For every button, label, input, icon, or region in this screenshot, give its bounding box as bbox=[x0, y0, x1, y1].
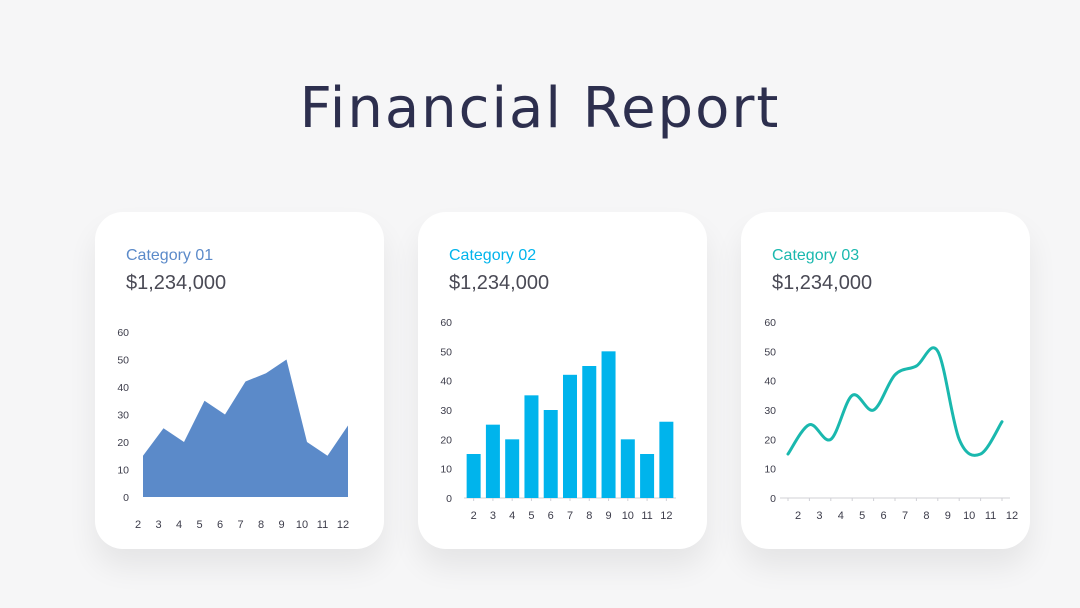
x-tick-label: 8 bbox=[923, 510, 929, 522]
x-tick-label: 6 bbox=[217, 519, 223, 531]
line-series bbox=[786, 346, 1004, 457]
y-tick-label: 10 bbox=[117, 465, 129, 477]
x-tick-label: 10 bbox=[296, 519, 308, 531]
y-tick-label: 50 bbox=[764, 346, 776, 358]
x-tick-label: 12 bbox=[337, 519, 349, 531]
x-tick-label: 6 bbox=[548, 510, 554, 522]
x-tick-label: 5 bbox=[528, 510, 534, 522]
x-tick-label: 2 bbox=[795, 510, 801, 522]
x-tick-label: 12 bbox=[1006, 510, 1018, 522]
bar bbox=[620, 439, 635, 498]
y-tick-label: 20 bbox=[117, 437, 129, 449]
x-tick-label: 9 bbox=[605, 510, 611, 522]
page-title: Financial Report bbox=[299, 76, 781, 141]
x-tick-label: 3 bbox=[490, 510, 496, 522]
x-tick-label: 7 bbox=[237, 519, 243, 531]
x-tick-label: 12 bbox=[660, 510, 672, 522]
x-tick-label: 7 bbox=[902, 510, 908, 522]
bar bbox=[563, 374, 577, 498]
card-category-label: Category 03 bbox=[772, 247, 860, 264]
card-amount: $1,234,000 bbox=[126, 272, 227, 294]
y-tick-label: 30 bbox=[764, 405, 776, 417]
y-tick-label: 30 bbox=[440, 405, 452, 417]
y-tick-label: 20 bbox=[440, 434, 452, 446]
x-tick-label: 8 bbox=[586, 510, 592, 522]
x-tick-label: 5 bbox=[196, 519, 202, 531]
x-tick-label: 11 bbox=[641, 510, 652, 522]
bar bbox=[601, 351, 616, 498]
x-tick-label: 4 bbox=[176, 519, 182, 531]
y-tick-label: 0 bbox=[770, 493, 776, 505]
x-tick-label: 3 bbox=[155, 519, 161, 531]
y-tick-label: 30 bbox=[117, 410, 129, 422]
area-series bbox=[143, 359, 348, 497]
bar bbox=[524, 395, 539, 498]
y-tick-label: 40 bbox=[117, 382, 129, 394]
x-tick-label: 5 bbox=[859, 510, 865, 522]
x-tick-label: 4 bbox=[838, 510, 844, 522]
x-tick-label: 4 bbox=[509, 510, 515, 522]
y-tick-label: 60 bbox=[440, 317, 452, 329]
y-tick-label: 40 bbox=[764, 376, 776, 388]
y-tick-label: 10 bbox=[440, 464, 452, 476]
y-tick-label: 10 bbox=[764, 464, 776, 476]
y-tick-label: 0 bbox=[123, 492, 129, 504]
x-tick-label: 2 bbox=[135, 519, 141, 531]
bar bbox=[543, 410, 558, 498]
area-chart: 0 10 20 30 40 50 60 2 3 4 5 6 7 8 9 10 11 12 bbox=[117, 327, 349, 531]
y-tick-label: 20 bbox=[764, 434, 776, 446]
y-tick-label: 60 bbox=[117, 327, 129, 339]
x-tick-label: 9 bbox=[945, 510, 951, 522]
card-category-label: Category 01 bbox=[126, 247, 214, 264]
line-chart: 0 10 20 30 40 50 60 2 3 4 5 6 7 8 9 10 11 12 bbox=[764, 317, 1018, 522]
x-tick-label: 10 bbox=[963, 510, 975, 522]
y-tick-label: 50 bbox=[440, 346, 452, 358]
x-tick-label: 3 bbox=[816, 510, 822, 522]
x-tick-label: 9 bbox=[278, 519, 284, 531]
card-amount: $1,234,000 bbox=[772, 272, 873, 294]
y-tick-label: 0 bbox=[446, 493, 452, 505]
x-tick-label: 10 bbox=[622, 510, 634, 522]
y-tick-label: 60 bbox=[764, 317, 776, 329]
x-tick-label: 6 bbox=[881, 510, 887, 522]
y-tick-label: 50 bbox=[117, 355, 129, 367]
card-amount: $1,234,000 bbox=[449, 272, 550, 294]
x-tick-label: 11 bbox=[985, 510, 996, 522]
bar bbox=[640, 454, 655, 498]
x-tick-label: 2 bbox=[471, 510, 477, 522]
bar bbox=[505, 439, 520, 498]
bar bbox=[485, 424, 500, 498]
chart-card-category-01: Category 01 $1,234,000 0 10 20 30 40 50 60 2 3 4 5… bbox=[95, 212, 384, 549]
bar bbox=[466, 454, 481, 498]
bar bbox=[659, 421, 674, 498]
chart-card-category-03: Category 03 $1,234,000 0 10 20 30 40 50 60 2 3 4 5… bbox=[741, 212, 1030, 549]
bar bbox=[582, 366, 597, 498]
x-tick-label: 8 bbox=[258, 519, 264, 531]
bar-chart: 0 10 20 30 40 50 60 2 3 4 5 6 7 8 9 10 11 12 bbox=[440, 317, 676, 522]
y-tick-label: 40 bbox=[440, 376, 452, 388]
chart-card-category-02: Category 02 $1,234,000 0 10 20 30 40 50 60 2 3 4 5… bbox=[418, 212, 707, 549]
x-tick-label: 11 bbox=[317, 519, 328, 531]
card-category-label: Category 02 bbox=[449, 247, 537, 264]
x-tick-label: 7 bbox=[567, 510, 573, 522]
